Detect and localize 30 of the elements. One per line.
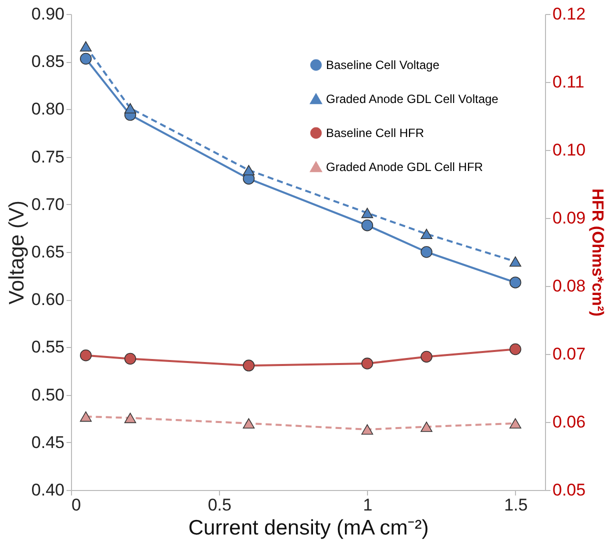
y-axis-title: Voltage (V) [5,200,28,304]
y-tick-label: 0.40 [31,480,64,500]
y2-tick-label: 0.06 [552,412,586,432]
legend-label: Graded Anode GDL Cell HFR [326,160,484,174]
y2-tick-label: 0.09 [552,208,586,228]
x-tick-label: 1 [363,496,372,514]
y2-tick-label: 0.07 [552,344,586,364]
y2-tick-label: 0.10 [552,140,586,160]
y-tick-label: 0.75 [31,147,64,166]
y2-tick-label: 0.11 [552,72,584,92]
y2-tick-label: 0.08 [552,276,586,296]
x-tick-label: 1.5 [504,496,528,514]
y-tick-label: 0.85 [31,52,64,72]
y2-tick-label: 0.05 [552,480,586,500]
y-tick-label: 0.90 [31,4,64,24]
y2-axis-title: HFR (Ohms*cm²) [588,188,606,317]
legend-label: Baseline Cell Voltage [326,58,440,72]
y-tick-label: 0.55 [31,338,64,357]
y-tick-label: 0.70 [31,194,64,214]
legend-label: Graded Anode GDL Cell Voltage [326,92,499,106]
x-tick-label: 0 [72,496,81,514]
legend-label: Baseline Cell HFR [326,126,424,140]
y-tick-label: 0.60 [31,290,64,310]
y-tick-label: 0.50 [31,385,64,404]
y-tick-label: 0.45 [31,432,64,452]
x-axis-title: Current density (mA cm⁻²) [188,516,429,540]
y-tick-label: 0.65 [31,242,64,262]
y-tick-label: 0.80 [31,100,64,119]
x-tick-label: 0.5 [208,496,232,514]
y2-tick-label: 0.12 [552,4,586,24]
